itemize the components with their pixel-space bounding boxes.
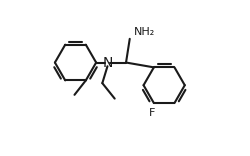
Text: N: N xyxy=(102,56,113,70)
Text: NH₂: NH₂ xyxy=(134,27,155,37)
Text: F: F xyxy=(148,108,155,118)
